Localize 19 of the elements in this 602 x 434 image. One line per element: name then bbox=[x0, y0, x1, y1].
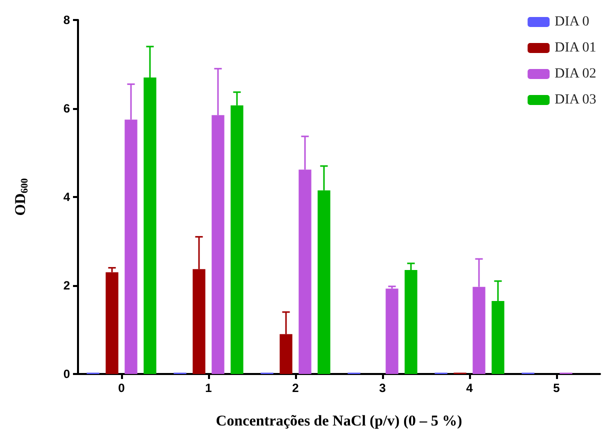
x-axis-title: Concentrações de NaCl (p/v) (0 – 5 %) bbox=[216, 414, 462, 430]
bar bbox=[386, 288, 398, 374]
y-tick-label: 8 bbox=[63, 13, 70, 27]
y-tick-label: 0 bbox=[63, 367, 70, 381]
legend-label: DIA 03 bbox=[554, 92, 596, 108]
y-tick-label: 6 bbox=[63, 102, 70, 116]
y-axis-title: OD600 bbox=[13, 178, 30, 216]
x-tick-label: 3 bbox=[379, 381, 386, 395]
x-tick-label: 2 bbox=[292, 381, 300, 395]
x-tick-label: 5 bbox=[553, 381, 560, 395]
legend-label: DIA 02 bbox=[554, 66, 596, 82]
legend-label: DIA 01 bbox=[554, 40, 596, 56]
bar bbox=[106, 272, 118, 374]
y-tick-label: 4 bbox=[63, 190, 70, 204]
x-tick-label: 0 bbox=[118, 381, 126, 395]
legend-label: DIA 0 bbox=[554, 14, 590, 30]
y-tick-label: 2 bbox=[63, 278, 70, 292]
x-tick-label: 4 bbox=[466, 381, 474, 395]
x-tick-label: 1 bbox=[205, 381, 212, 395]
